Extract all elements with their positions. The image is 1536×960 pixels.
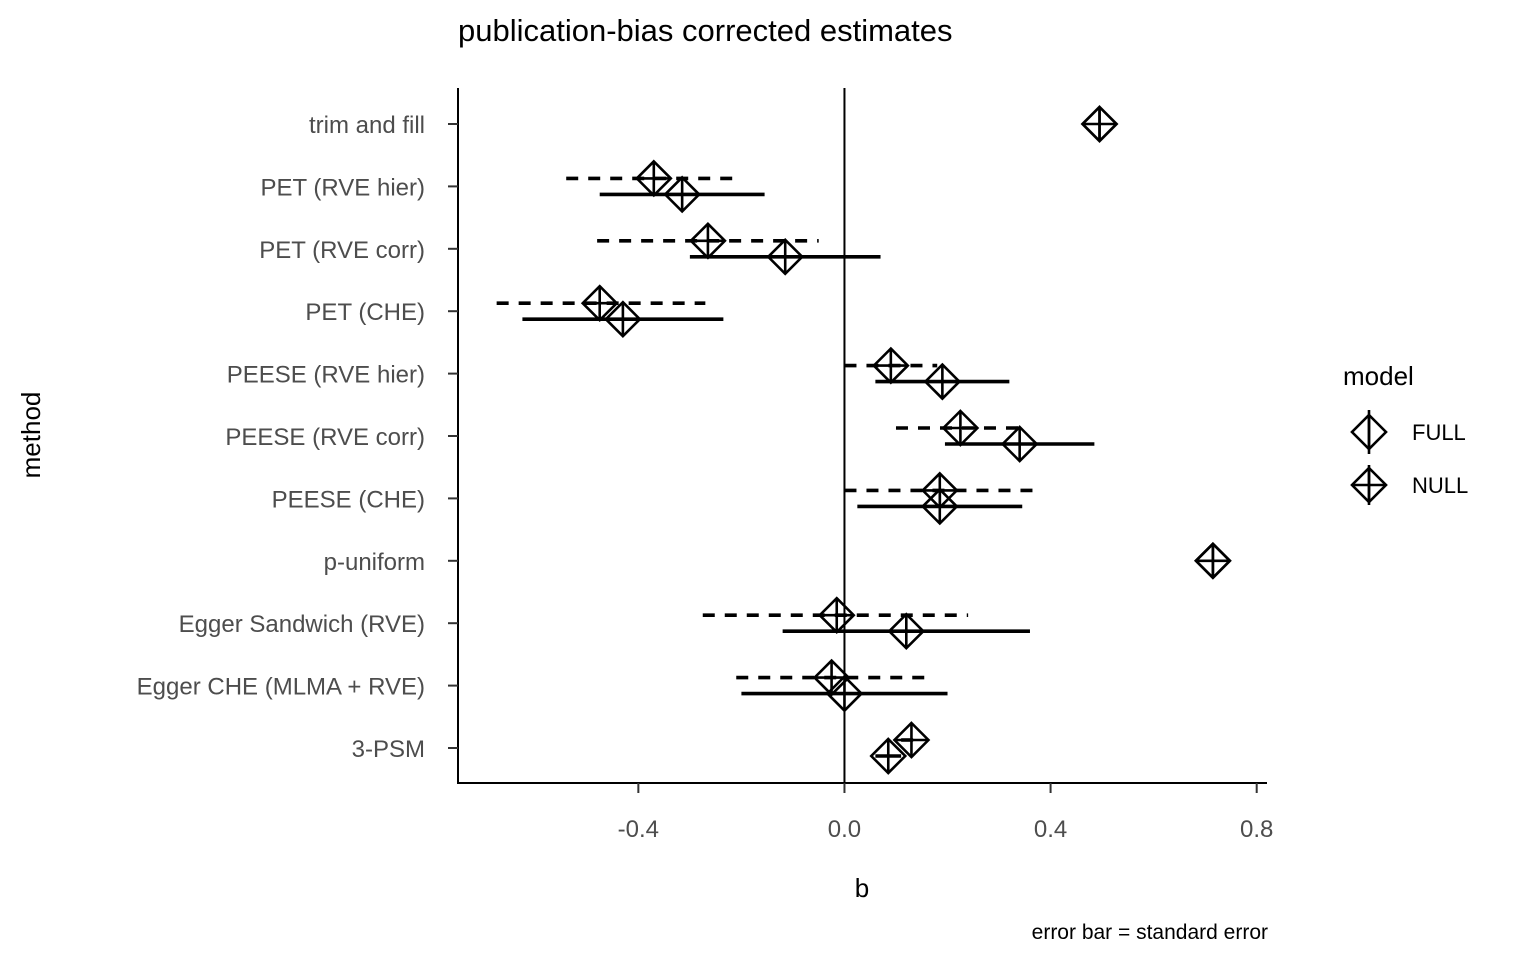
null-point-marker [580,284,619,323]
y-tick-label: PET (CHE) [305,299,425,326]
x-tick-label: -0.4 [618,816,659,843]
caption: error bar = standard error [1032,921,1268,944]
legend-entry-null: NULL [1350,465,1468,505]
y-tick-label: 3-PSM [352,736,425,763]
y-axis-title: method [16,392,46,479]
y-tick-label: Egger Sandwich (RVE) [179,611,425,638]
x-tick-label: 0.0 [828,816,861,843]
full-point-marker [766,237,805,276]
y-tick-label: PEESE (RVE corr) [225,424,425,451]
legend-label: NULL [1412,473,1468,498]
x-tick-label: 0.4 [1034,816,1067,843]
full-point-marker [604,300,642,339]
x-tick-label: 0.8 [1240,816,1273,843]
null-point-marker [920,471,959,510]
y-tick-label: PET (RVE hier) [261,174,426,201]
legend-label: FULL [1412,420,1466,445]
null-point-marker [941,409,980,447]
y-axis-ticks: trim and fill PET (RVE hier) PET (RVE corr… [137,112,458,763]
full-point-marker [663,175,701,214]
null-point-marker [892,721,931,759]
null-point-marker [1080,105,1119,143]
chart-title: publication-bias corrected estimates [458,13,953,48]
full-point-marker [869,737,908,775]
legend: model FULL NULL [1343,361,1468,505]
null-point-marker [812,658,851,697]
x-axis-ticks: -0.4 0.0 0.4 0.8 [618,783,1273,843]
y-tick-label: trim and fill [309,112,425,139]
y-tick-label: PET (RVE corr) [259,237,425,264]
plot-area [496,88,1232,783]
null-point-marker [872,346,910,385]
null-point-marker [817,596,856,635]
y-tick-label: p-uniform [324,549,425,576]
null-point-marker [689,221,727,260]
y-tick-label: PEESE (RVE hier) [227,362,425,389]
x-axis-title: b [855,873,869,903]
legend-entry-full: FULL [1350,410,1466,454]
y-tick-label: PEESE (CHE) [272,486,425,513]
full-point-marker [887,612,926,651]
full-point-marker [1000,425,1039,463]
legend-title: model [1343,361,1414,391]
y-tick-label: Egger CHE (MLMA + RVE) [137,674,425,701]
full-point-marker [923,362,962,401]
null-point-marker [634,159,673,198]
null-point-marker [1194,541,1232,580]
